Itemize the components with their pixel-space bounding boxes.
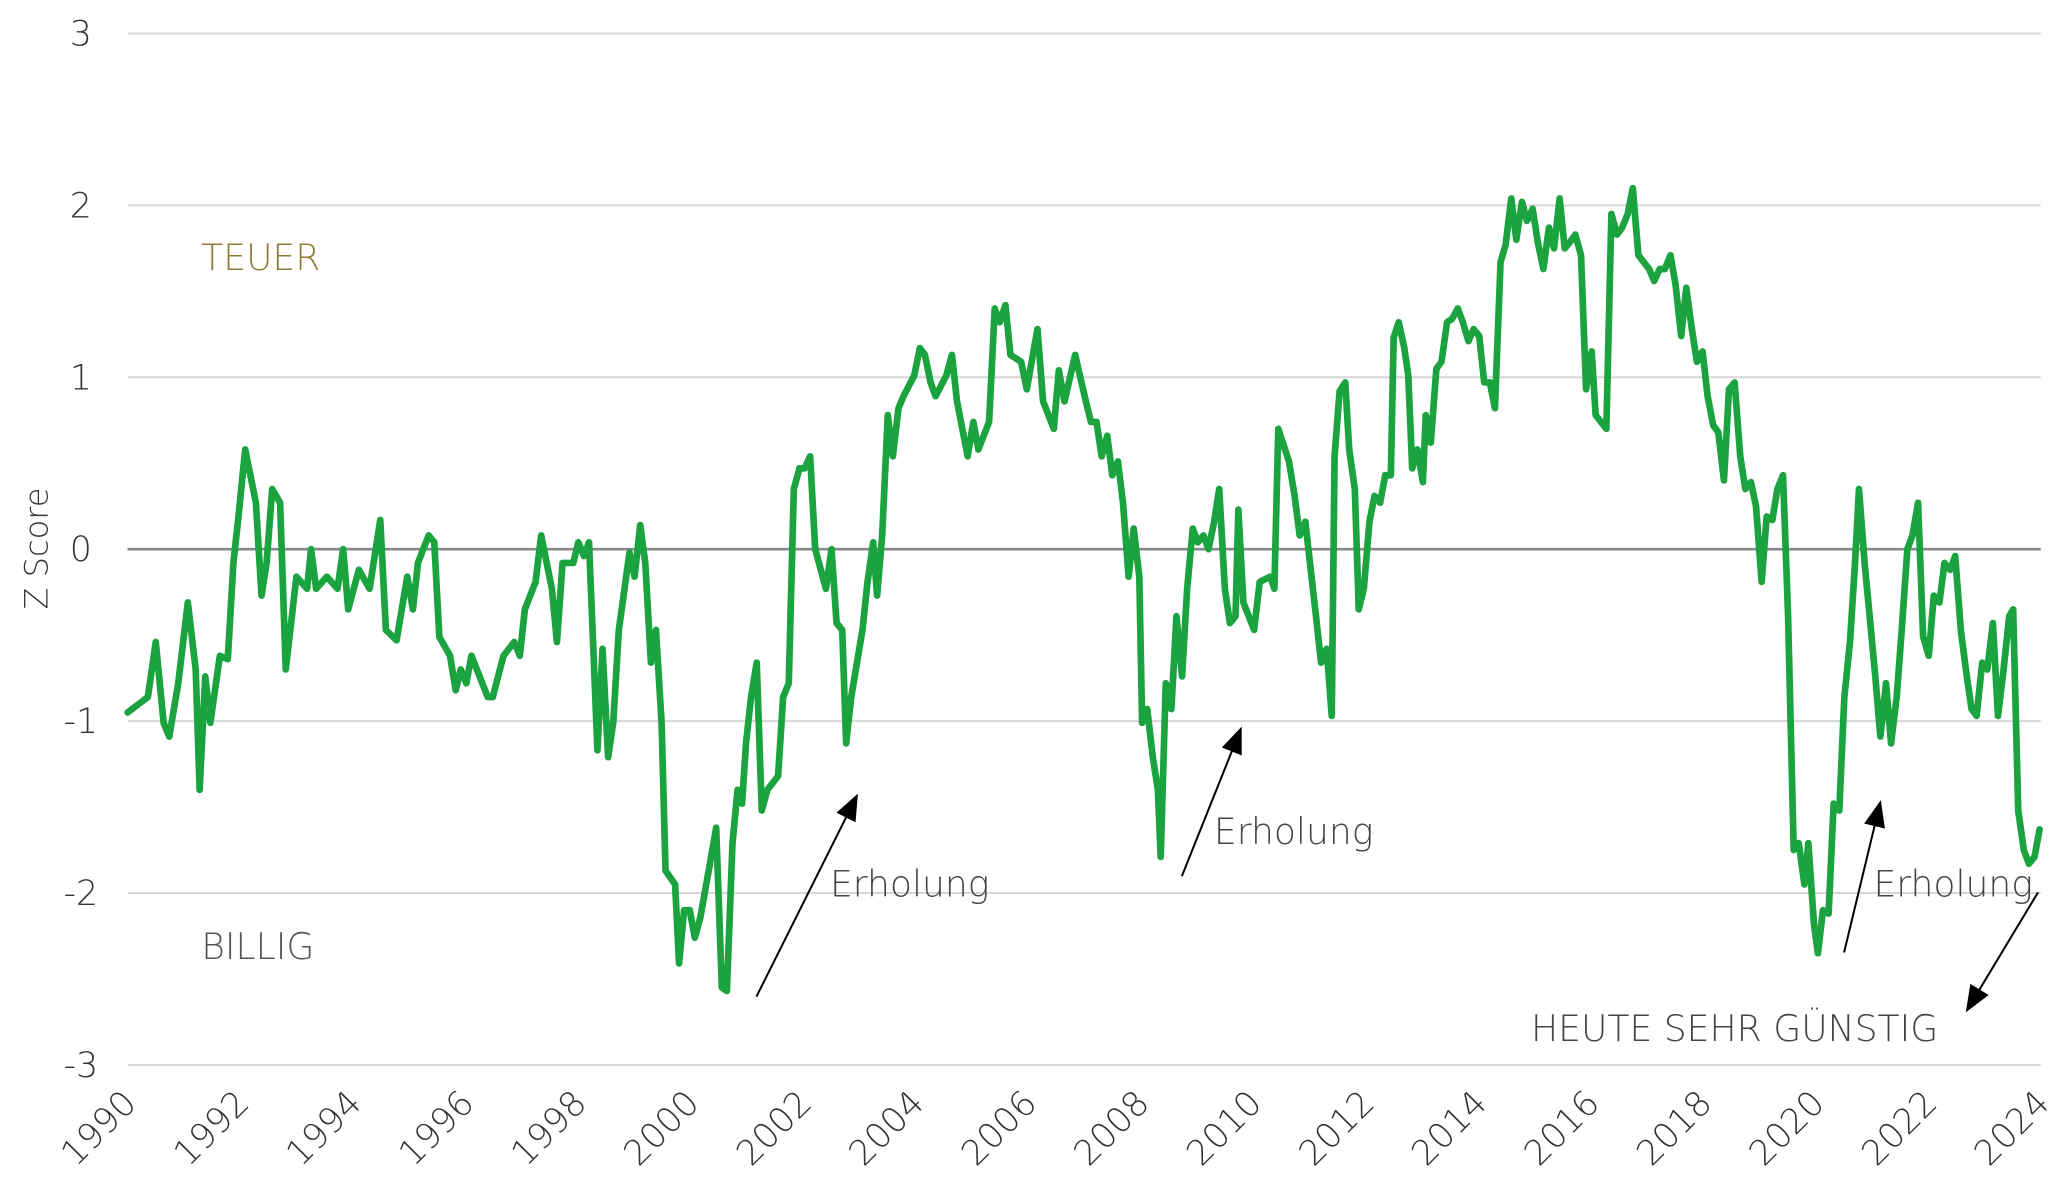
annotation: Erholung — [1873, 862, 2032, 905]
y-tick-label: 2 — [70, 186, 92, 226]
x-tick-label: 2006 — [954, 1083, 1045, 1174]
x-tick-label: 1998 — [504, 1083, 595, 1174]
x-tick-label: 2002 — [729, 1083, 820, 1174]
x-tick-label: 2022 — [1854, 1083, 1945, 1174]
arrow — [1180, 726, 1242, 877]
x-tick-label: 2000 — [617, 1083, 708, 1174]
x-tick-label: 2016 — [1517, 1083, 1608, 1174]
x-tick-label: 2008 — [1067, 1083, 1158, 1174]
x-tick-label: 2012 — [1292, 1083, 1383, 1174]
annotation: TEUER — [201, 236, 320, 279]
y-axis-label: Z Score — [17, 487, 55, 609]
x-tick-label: 1992 — [166, 1083, 257, 1174]
y-tick-label: -3 — [63, 1046, 98, 1086]
x-tick-label: 2018 — [1629, 1083, 1720, 1174]
y-tick-label: 1 — [70, 358, 92, 398]
annotation: BILLIG — [201, 925, 314, 968]
y-tick-label: 0 — [70, 530, 92, 570]
plot-area — [124, 184, 2043, 995]
annotation: HEUTE SEHR GÜNSTIG — [1531, 1007, 1938, 1050]
x-tick-label: 2004 — [842, 1083, 933, 1174]
x-tick-label: 2010 — [1179, 1083, 1270, 1174]
x-tick-label: 1994 — [279, 1083, 370, 1174]
arrow — [1843, 800, 1885, 953]
x-tick-label: 2024 — [1967, 1083, 2058, 1174]
y-tick-label: 3 — [70, 14, 92, 54]
x-tick-label: 2014 — [1404, 1083, 1495, 1174]
arrow — [1965, 891, 2039, 1013]
y-tick-label: -1 — [63, 702, 98, 742]
annotation: Erholung — [830, 862, 989, 905]
arrow — [755, 793, 858, 998]
x-tick-label: 1996 — [391, 1083, 482, 1174]
data-line — [124, 184, 2043, 995]
annotation: Erholung — [1214, 810, 1373, 853]
grid — [127, 32, 2041, 1066]
y-tick-label: -2 — [63, 874, 98, 914]
x-tick-label: 1990 — [54, 1083, 145, 1174]
x-tick-label: 2020 — [1742, 1083, 1833, 1174]
